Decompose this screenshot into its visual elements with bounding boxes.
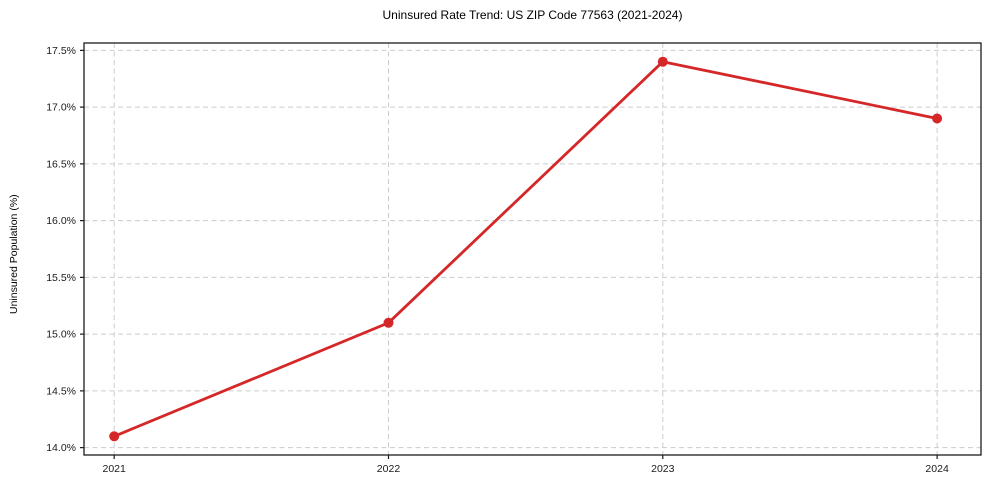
y-tick-label: 16.5% bbox=[46, 158, 76, 170]
y-tick-label: 14.0% bbox=[46, 442, 76, 454]
y-tick-label: 17.5% bbox=[46, 45, 76, 57]
x-tick-label: 2021 bbox=[102, 463, 126, 475]
y-tick-label: 16.0% bbox=[46, 215, 76, 227]
data-point-marker bbox=[657, 56, 668, 67]
data-point-marker bbox=[109, 431, 120, 442]
plot-border bbox=[83, 42, 982, 456]
y-axis-label: Uninsured Population (%) bbox=[8, 194, 20, 314]
y-tick-label: 15.5% bbox=[46, 272, 76, 284]
chart-title: Uninsured Rate Trend: US ZIP Code 77563 … bbox=[382, 8, 683, 22]
x-tick-label: 2024 bbox=[925, 463, 949, 475]
y-tick-label: 15.0% bbox=[46, 329, 76, 341]
x-tick-label: 2022 bbox=[377, 463, 401, 475]
trend-line bbox=[112, 60, 939, 438]
x-tick-label: 2023 bbox=[651, 463, 675, 475]
data-point-marker bbox=[383, 317, 394, 328]
y-tick-label: 17.0% bbox=[46, 102, 76, 114]
data-point-marker bbox=[932, 113, 943, 124]
y-tick-label: 14.5% bbox=[46, 385, 76, 397]
